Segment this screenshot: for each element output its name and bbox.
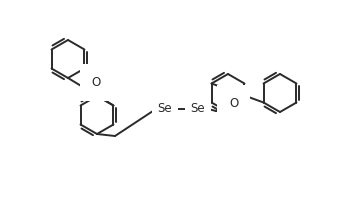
Text: O: O [92, 76, 101, 89]
Text: Se: Se [158, 102, 172, 115]
Text: Se: Se [191, 102, 205, 115]
Text: O: O [229, 97, 238, 110]
